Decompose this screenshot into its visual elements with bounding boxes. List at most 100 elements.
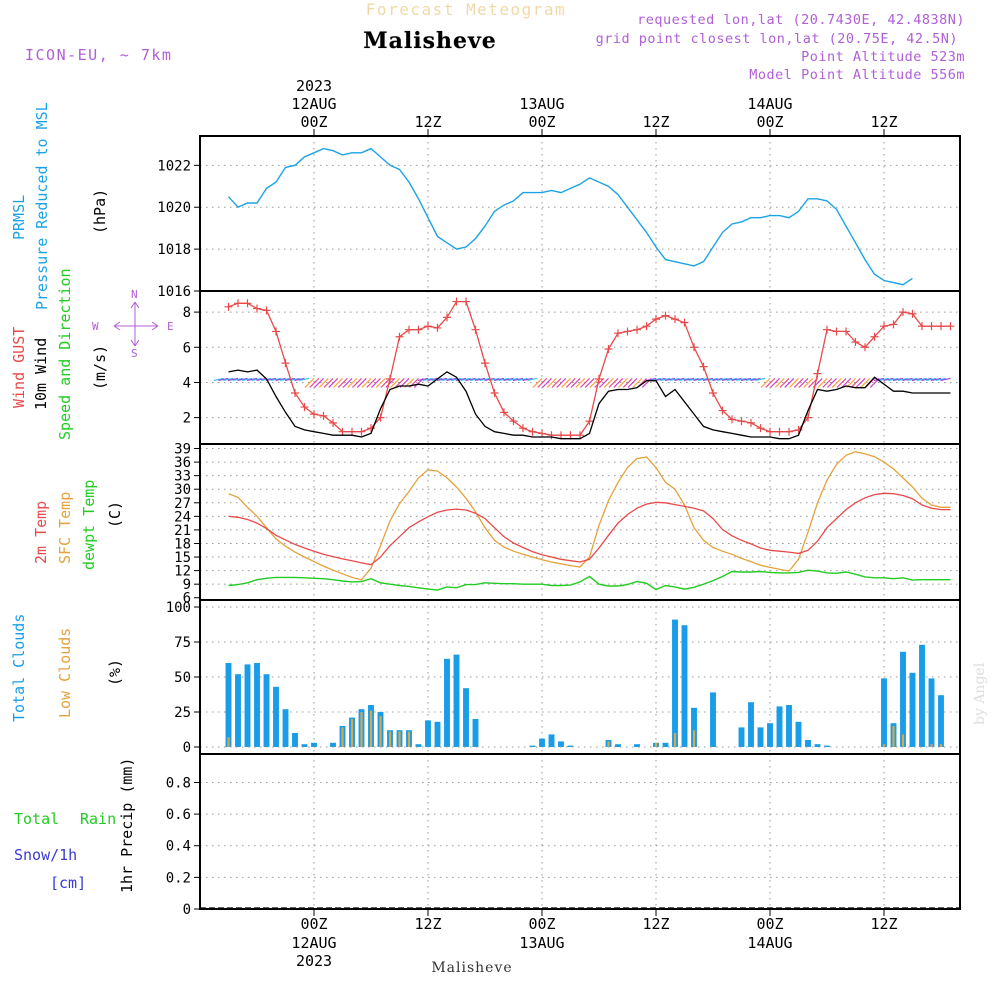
top-tick-hour: 12Z — [870, 113, 897, 131]
pressure-vgrid — [313, 136, 885, 291]
top-tick-day: 13AUG — [519, 95, 564, 113]
gust-point — [623, 327, 632, 336]
low-cloud-bar — [407, 731, 411, 747]
total-cloud-bar — [225, 663, 232, 747]
low-cloud-bar — [692, 730, 696, 747]
ms-label: (m/s) — [91, 345, 109, 390]
wind-arrow — [512, 377, 524, 382]
bottom-tick-hour: 12Z — [870, 915, 897, 933]
temp-ytick-label: 36 — [174, 455, 191, 471]
gust-point — [851, 338, 860, 346]
wind-arrow — [427, 377, 438, 382]
wind-arrow — [707, 377, 718, 382]
wind-arrow — [380, 378, 391, 388]
wind-arrow — [911, 377, 923, 382]
total-cloud-bar — [434, 721, 441, 747]
wind-arrow — [736, 377, 747, 382]
temp-hgrid — [200, 448, 960, 585]
total-cloud-bar — [425, 720, 431, 747]
wind-arrow — [632, 378, 643, 388]
clouds-yticks: 0 25 50 75 100 — [166, 600, 200, 756]
wind-arrow — [570, 378, 581, 388]
gust-point — [709, 389, 717, 397]
pressure-series-line — [227, 147, 913, 286]
wind-arrow — [841, 378, 852, 388]
gust-point — [614, 329, 622, 338]
clouds-ytick-label: 25 — [174, 705, 191, 721]
wind-ytick-label: 4 — [183, 375, 191, 391]
wind-arrow — [422, 377, 433, 382]
gust-point — [680, 318, 689, 327]
wind-arrow — [522, 377, 533, 382]
total-cloud-bar — [681, 625, 688, 747]
gust-point — [519, 424, 527, 433]
bottom-tick-year: 2023 — [296, 952, 332, 970]
total-cloud-bar — [909, 672, 916, 747]
wind-arrow — [508, 377, 519, 382]
wind-arrow — [855, 378, 866, 388]
clouds-ytick-label: 100 — [166, 600, 191, 616]
total-cloud-bar — [615, 744, 621, 747]
wind-arrow — [679, 377, 690, 382]
gust-point — [880, 322, 888, 331]
wind-arrow — [618, 378, 628, 388]
low-cloud-bar — [673, 733, 677, 747]
wind-arrow — [860, 378, 871, 388]
prmsl-label: PRMSL — [10, 195, 28, 240]
wind-arrow — [836, 378, 847, 388]
wind-arrow — [688, 377, 699, 382]
wind-arrow — [935, 377, 946, 382]
snow-label: Snow/1h — [14, 846, 77, 864]
total-cloud-bar — [463, 688, 469, 747]
wind-arrow — [589, 378, 600, 388]
lowcloud-label: Low Clouds — [56, 628, 74, 718]
wind-arrow — [594, 378, 605, 388]
pressure-labels: PRMSL Pressure Reduced to MSL (hPa) — [10, 102, 109, 310]
wind-arrow — [227, 377, 239, 382]
total-cloud-bar — [539, 738, 545, 747]
gust-point — [832, 327, 841, 336]
wind-arrow — [561, 378, 571, 388]
wind-arrow — [474, 377, 486, 382]
compass-s: S — [131, 347, 138, 360]
gust-point — [918, 322, 926, 331]
wind-arrow — [613, 378, 624, 388]
wind-arrow — [323, 378, 334, 388]
gust-point — [310, 410, 318, 419]
gust-point — [319, 411, 328, 420]
wind-arrow — [608, 378, 619, 388]
clouds-ytick-label: 0 — [183, 740, 191, 756]
gust-point — [861, 343, 869, 352]
t2m-series-line — [228, 492, 951, 566]
total-cloud-bar — [748, 702, 754, 747]
gust-point — [823, 325, 831, 334]
wind-arrow — [532, 378, 543, 388]
wind-arrow — [822, 378, 833, 388]
wind-arrow — [517, 377, 528, 382]
gust-point — [471, 325, 480, 334]
top-tick-hour: 12Z — [414, 113, 441, 131]
precip-ytick-label: 0.4 — [166, 839, 191, 855]
precip-axis-label: 1hr Precip (mm) — [118, 758, 136, 893]
low-cloud-bar — [369, 710, 373, 747]
bottom-tick-hour: 00Z — [756, 915, 783, 933]
precip-vgrid — [313, 754, 885, 909]
gust-point — [775, 427, 784, 436]
clouds-ytick-label: 50 — [174, 670, 191, 686]
dewpt-series-line — [228, 569, 951, 591]
wind-arrow — [361, 378, 372, 388]
bottom-tick-hour: 12Z — [414, 915, 441, 933]
wind-arrow — [284, 377, 296, 382]
precip-ytick-label: 0.6 — [166, 807, 191, 823]
pressure-ytick-label: 1022 — [157, 158, 191, 174]
gust-point — [652, 315, 660, 324]
wind-arrow — [831, 378, 842, 388]
wind-arrow — [470, 377, 481, 382]
wind-arrow — [232, 377, 243, 382]
gust-point — [756, 424, 765, 433]
wind-arrow — [669, 377, 680, 382]
wind-arrow — [655, 377, 666, 382]
wind-ytick-label: 2 — [183, 411, 191, 427]
precip-ytick-label: 0 — [183, 902, 191, 918]
